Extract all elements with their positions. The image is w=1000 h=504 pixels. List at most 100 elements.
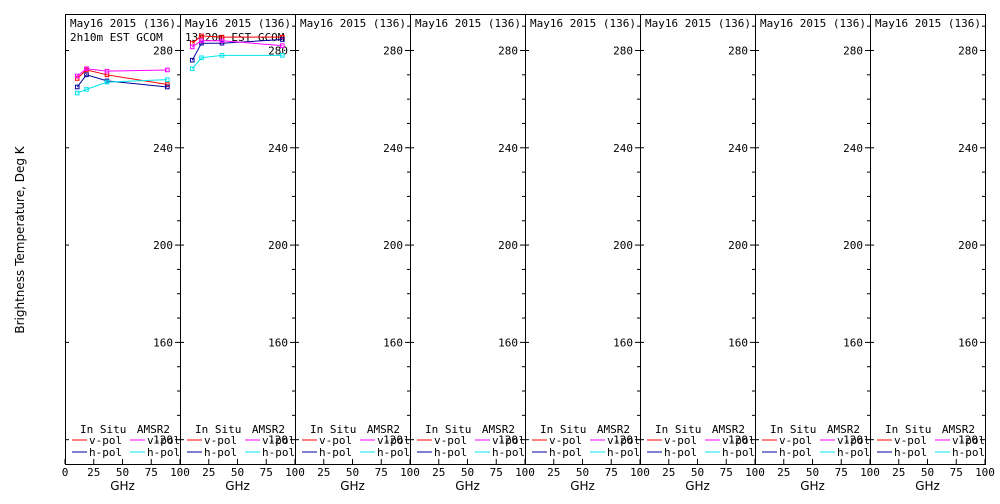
chart-panel-5: May16 2015 (136) 120 160 200 240 280 25 50 75 100…	[524, 14, 650, 493]
series-point	[219, 53, 225, 58]
panel-title: May16 2015 (136)	[300, 17, 406, 30]
legend-amsr2-header: AMSR2	[367, 423, 400, 436]
legend-amsr2-header: AMSR2	[712, 423, 745, 436]
chart-panel-8: May16 2015 (136) 120 160 200 240 280 25 50 75 100…	[869, 14, 995, 493]
y-tick-label: 120	[498, 434, 518, 447]
legend-amsr2-hpol-label: h-pol	[837, 446, 870, 459]
legend-amsr2-vpol-label: v-pol	[722, 434, 755, 447]
y-axis-label: Brightness Temperature, Deg K	[13, 145, 27, 333]
series-line	[191, 54, 283, 70]
panel-title: May16 2015 (136)	[530, 17, 636, 30]
x-tick-label: 100	[975, 466, 995, 479]
y-tick-label: 240	[728, 142, 748, 155]
x-tick-label: 25	[662, 466, 675, 479]
series-point	[199, 40, 204, 46]
y-tick-label: 280	[843, 44, 863, 57]
x-tick-label: 50	[806, 466, 819, 479]
chart-panel-7: May16 2015 (136) 120 160 200 240 280 25 50 75 100…	[754, 14, 880, 493]
series-point	[280, 43, 285, 48]
legend-amsr2-vpol-label: v-pol	[492, 434, 525, 447]
y-tick-label: 280	[958, 44, 978, 57]
panel-title: May16 2015 (136)	[645, 17, 751, 30]
x-tick-label: 25	[547, 466, 560, 479]
legend-amsr2-header: AMSR2	[137, 423, 170, 436]
legend-amsr2-header: AMSR2	[942, 423, 975, 436]
chart-panel-1: May16 2015 (136)2h10m EST GCOM 120 160 200 2…	[62, 14, 190, 493]
y-tick-label: 200	[613, 239, 633, 252]
x-tick-label: 50	[461, 466, 474, 479]
x-axis-label: GHz	[685, 479, 710, 493]
panel-title: May16 2015 (136)	[875, 17, 981, 30]
legend-insitu-vpol-label: v-pol	[779, 434, 812, 447]
y-tick-label: 200	[268, 239, 288, 252]
legend-insitu-hpol-label: h-pol	[89, 446, 122, 459]
x-tick-label: 75	[605, 466, 618, 479]
legend-amsr2-hpol-label: h-pol	[147, 446, 180, 459]
panel-title: May16 2015 (136)	[415, 17, 521, 30]
x-tick-label: 75	[720, 466, 733, 479]
legend-amsr2-hpol-label: h-pol	[492, 446, 525, 459]
series-line	[76, 68, 168, 77]
series-point	[104, 79, 110, 85]
y-tick-label: 200	[498, 239, 518, 252]
x-tick-label: 50	[231, 466, 244, 479]
y-tick-label: 240	[958, 142, 978, 155]
legend-amsr2-vpol-label: v-pol	[147, 434, 180, 447]
x-tick-label: 50	[576, 466, 589, 479]
x-tick-label: 100	[860, 466, 880, 479]
series-point	[165, 77, 170, 82]
series-point	[280, 34, 285, 40]
series-point	[104, 68, 110, 74]
series-point	[189, 66, 195, 72]
legend-insitu-hpol-label: h-pol	[894, 446, 927, 459]
series-point	[219, 40, 225, 46]
x-axis-label: GHz	[915, 479, 940, 493]
x-tick-label: 100	[745, 466, 765, 479]
y-tick-label: 160	[728, 336, 748, 349]
legend-insitu-hpol-label: h-pol	[319, 446, 352, 459]
y-tick-label: 200	[383, 239, 403, 252]
legend-amsr2-hpol-label: h-pol	[952, 446, 985, 459]
y-tick-label: 120	[383, 434, 403, 447]
x-axis-label: GHz	[455, 479, 480, 493]
x-tick-label: 25	[892, 466, 905, 479]
y-tick-label: 160	[613, 336, 633, 349]
y-tick-label: 200	[958, 239, 978, 252]
legend-insitu-vpol-label: v-pol	[434, 434, 467, 447]
legend-insitu-vpol-label: v-pol	[319, 434, 352, 447]
legend-insitu-hpol-label: h-pol	[434, 446, 467, 459]
legend-insitu-hpol-label: h-pol	[779, 446, 812, 459]
x-axis-label: GHz	[110, 479, 135, 493]
series-point	[74, 73, 80, 79]
legend-amsr2-vpol-label: v-pol	[607, 434, 640, 447]
x-tick-label: 50	[346, 466, 359, 479]
y-tick-label: 280	[383, 44, 403, 57]
y-tick-label: 120	[613, 434, 633, 447]
x-axis-label: GHz	[340, 479, 365, 493]
legend-amsr2-vpol-label: v-pol	[262, 434, 295, 447]
series-point	[189, 57, 195, 63]
x-tick-label: 75	[835, 466, 848, 479]
y-tick-label: 200	[153, 239, 173, 252]
series-point	[74, 90, 80, 96]
series-point	[165, 84, 170, 90]
y-tick-label: 280	[728, 44, 748, 57]
legend-insitu-vpol-label: v-pol	[894, 434, 927, 447]
series-point	[165, 67, 170, 73]
y-tick-label: 240	[613, 142, 633, 155]
x-axis-label: GHz	[225, 479, 250, 493]
panel-title: May16 2015 (136)	[185, 17, 291, 30]
legend-insitu-hpol-label: h-pol	[549, 446, 582, 459]
x-tick-label: 50	[921, 466, 934, 479]
chart-panel-4: May16 2015 (136) 120 160 200 240 280 25 50 75 100…	[409, 14, 535, 493]
chart-panel-3: May16 2015 (136) 120 160 200 240 280 25 50 75 100…	[294, 14, 420, 493]
series-point	[189, 44, 195, 50]
y-tick-label: 240	[498, 142, 518, 155]
x-tick-label: 100	[170, 466, 190, 479]
panel-title: May16 2015 (136)	[70, 17, 176, 30]
series-line	[191, 39, 283, 61]
series-point	[84, 87, 89, 92]
x-tick-label: 50	[691, 466, 704, 479]
legend-insitu-vpol-label: v-pol	[204, 434, 237, 447]
legend-amsr2-hpol-label: h-pol	[262, 446, 295, 459]
